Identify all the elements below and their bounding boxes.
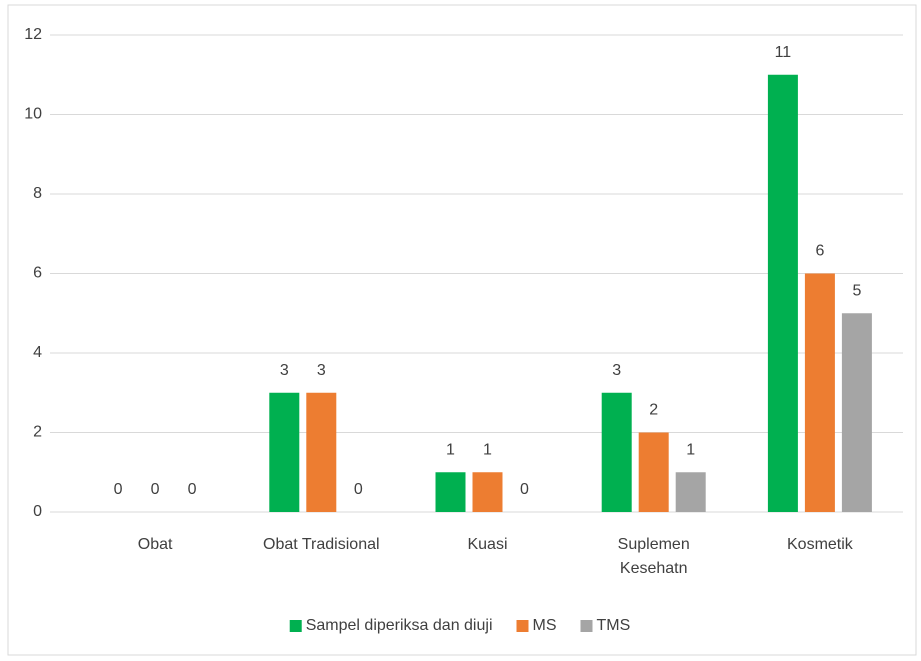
chart-border — [7, 4, 917, 656]
bar — [601, 392, 632, 512]
legend-label: Sampel diperiksa dan diuji — [306, 617, 493, 634]
data-label: 6 — [815, 243, 824, 260]
legend-label: MS — [533, 617, 557, 634]
data-label: 0 — [188, 481, 197, 498]
y-tick-label: 10 — [24, 106, 42, 123]
legend-label: TMS — [597, 617, 631, 634]
y-tick-label: 8 — [33, 185, 42, 202]
data-label: 2 — [649, 402, 658, 419]
y-tick-label: 6 — [33, 265, 42, 282]
data-label: 0 — [520, 481, 529, 498]
data-label: 1 — [686, 441, 695, 458]
x-tick-label: Obat — [138, 536, 173, 553]
data-label: 3 — [612, 362, 621, 379]
y-tick-label: 4 — [33, 344, 42, 361]
data-label: 0 — [151, 481, 160, 498]
legend-swatch — [289, 620, 302, 632]
x-tick-label: Kuasi — [467, 536, 507, 553]
y-tick-label: 0 — [33, 503, 42, 520]
legend-swatch — [516, 620, 529, 632]
data-label: 5 — [852, 282, 861, 299]
bar — [804, 273, 835, 512]
bar — [269, 392, 300, 512]
data-label: 1 — [483, 441, 492, 458]
data-label: 0 — [354, 481, 363, 498]
data-label: 3 — [317, 362, 326, 379]
bar — [675, 472, 706, 512]
bar — [767, 74, 798, 512]
legend-swatch — [580, 620, 593, 632]
bar — [435, 472, 466, 512]
y-tick-label: 12 — [24, 26, 42, 43]
x-tick-label: Kosmetik — [787, 536, 854, 553]
bar — [841, 313, 872, 512]
bar — [472, 472, 503, 512]
bar — [638, 432, 669, 512]
data-label: 11 — [775, 44, 792, 61]
bar — [306, 392, 337, 512]
data-label: 1 — [446, 441, 455, 458]
y-tick-label: 2 — [33, 424, 42, 441]
x-tick-label: Obat Tradisional — [263, 536, 380, 553]
data-label: 0 — [114, 481, 123, 498]
data-label: 3 — [280, 362, 289, 379]
x-tick-label: Suplemen Kesehatn — [618, 536, 690, 577]
